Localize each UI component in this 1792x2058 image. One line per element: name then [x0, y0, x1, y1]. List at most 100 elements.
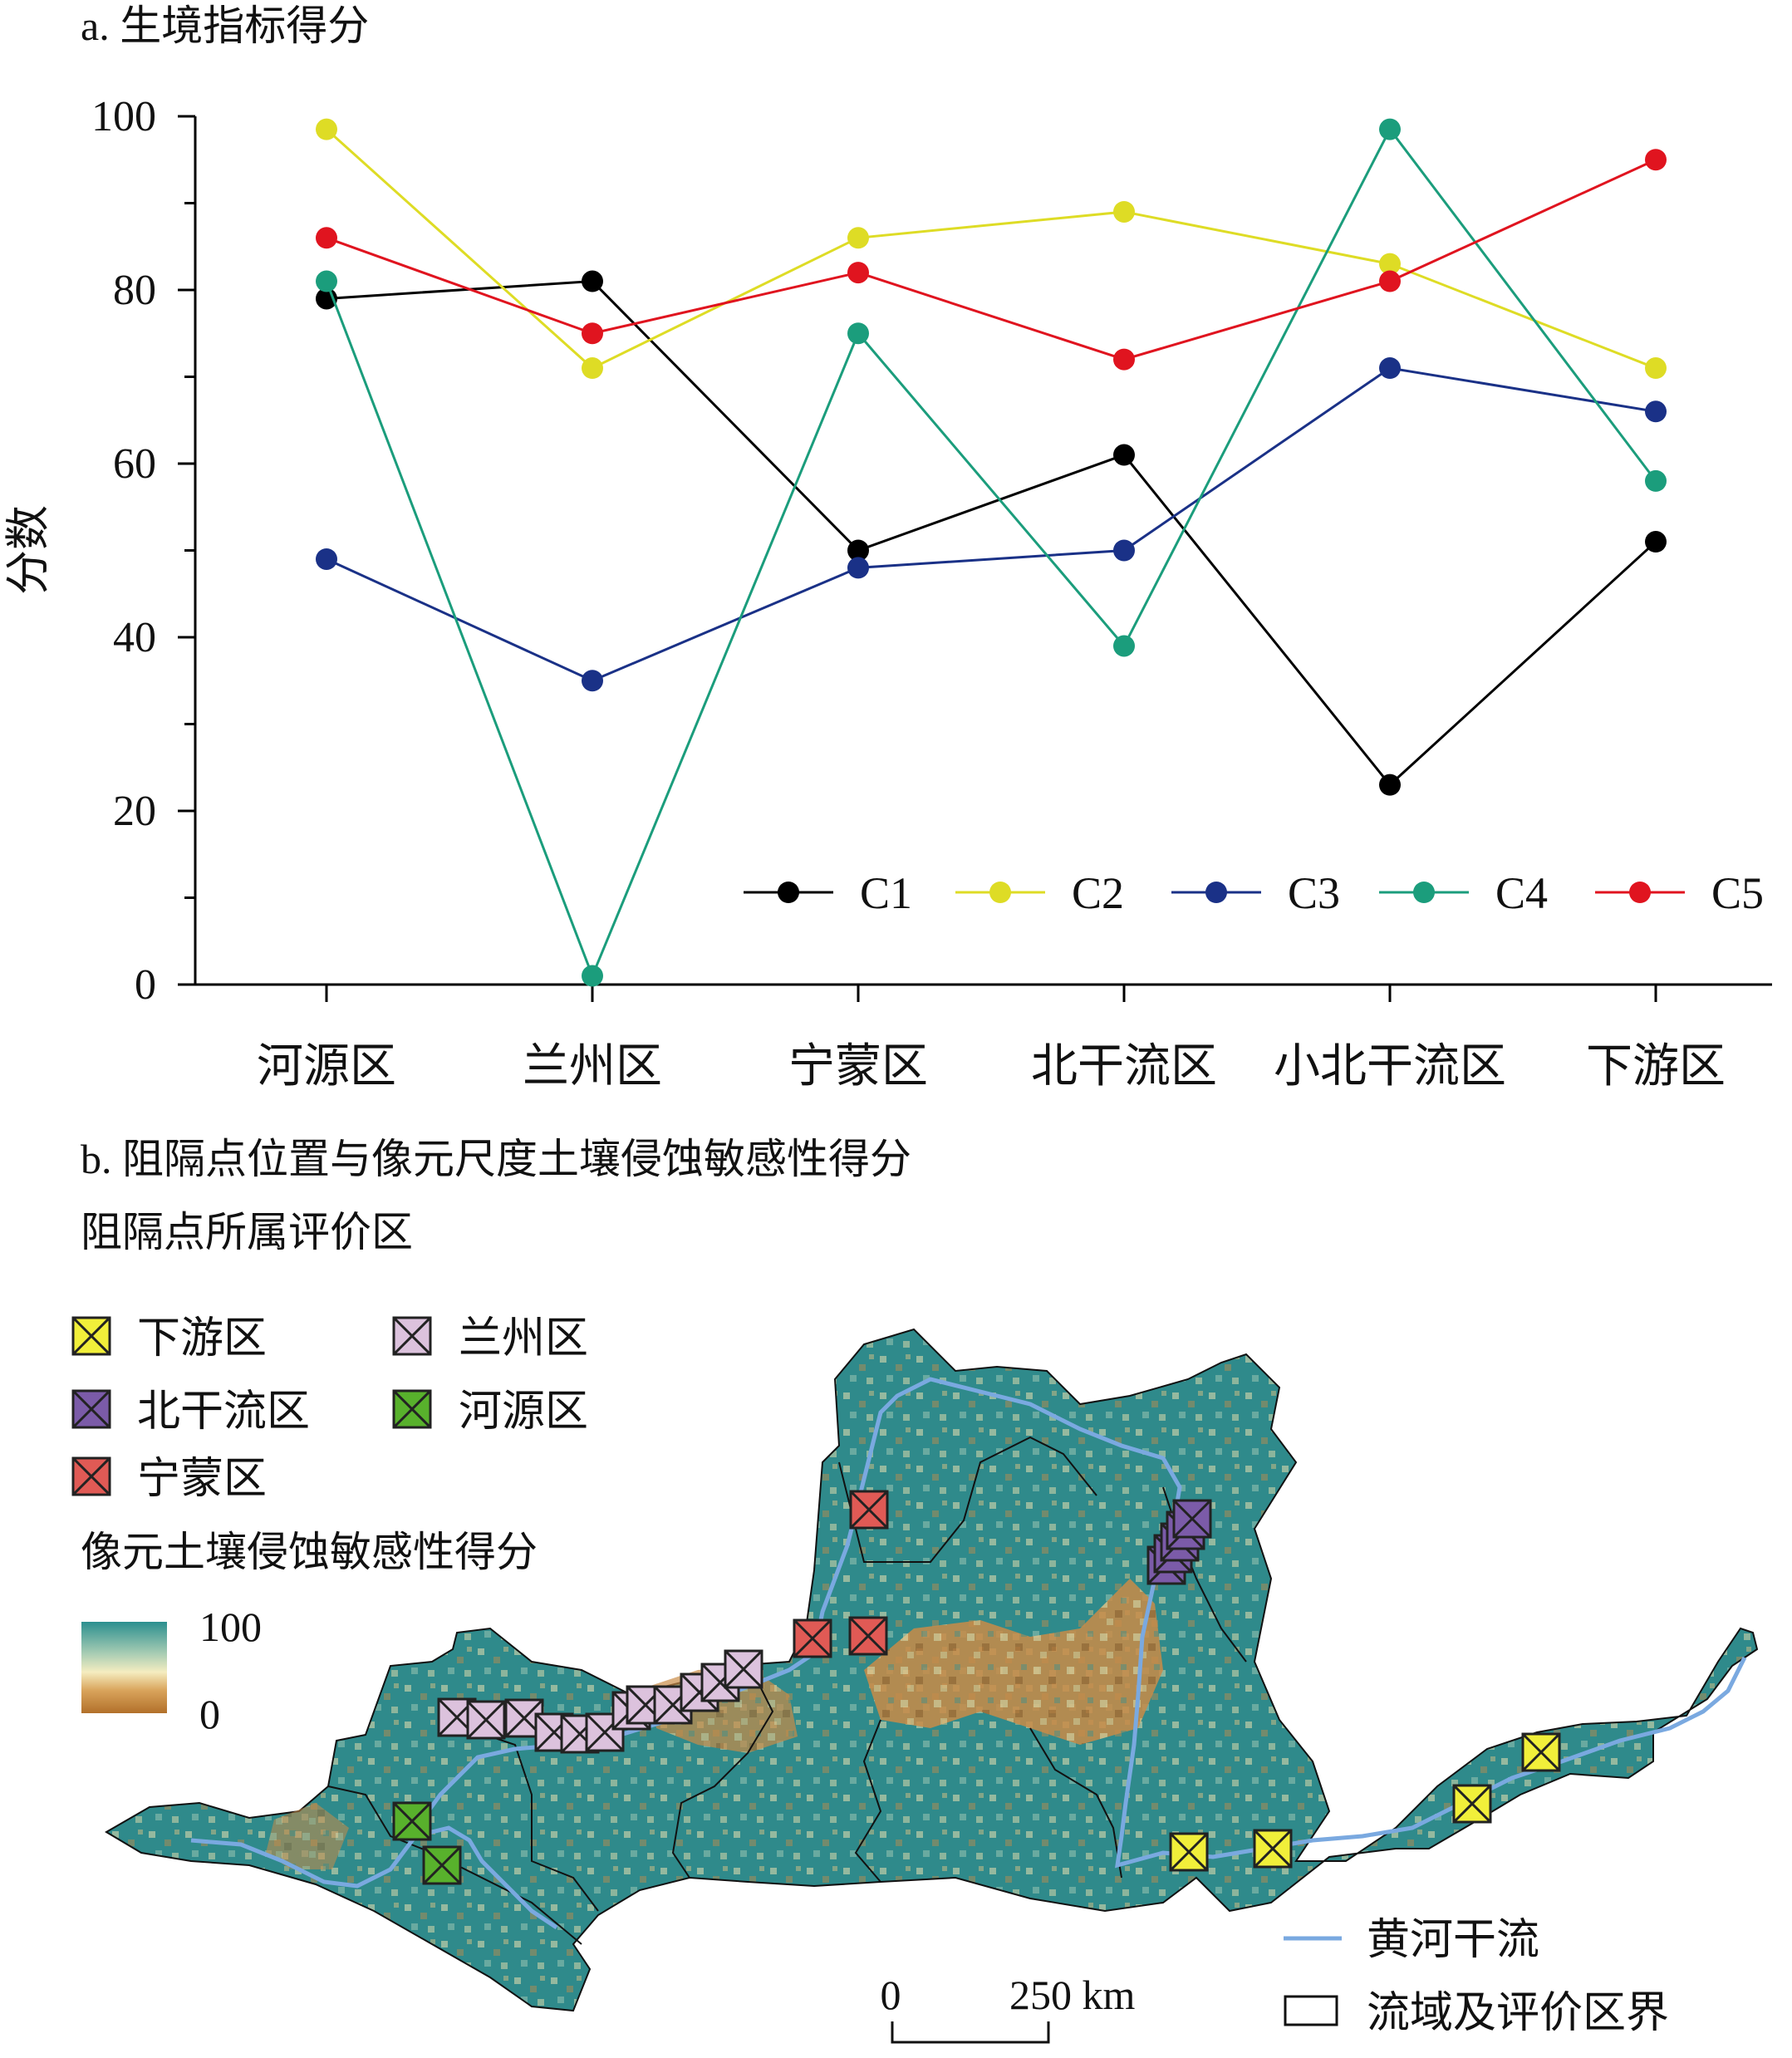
- legend-marker: [1205, 882, 1227, 903]
- series-line: [325, 128, 1657, 370]
- legend-marker: [1413, 882, 1435, 903]
- data-point: [1113, 348, 1135, 371]
- legend-label: 下游区: [137, 1315, 267, 1363]
- legend-label: 宁蒙区: [137, 1456, 267, 1503]
- legend-label: 河源区: [459, 1388, 588, 1436]
- series-line: [325, 126, 1657, 980]
- data-point: [1645, 531, 1667, 553]
- legend-marker: [778, 882, 799, 903]
- legend-label: 兰州区: [459, 1315, 588, 1363]
- map-legend: 黄河干流 流域及评价区界: [1284, 1917, 1669, 2037]
- barrier-point: [724, 1649, 763, 1689]
- barrier-point: [1521, 1732, 1561, 1772]
- legend-item-lanzhou: 兰州区: [392, 1315, 588, 1363]
- legend-item-source: 河源区: [392, 1388, 588, 1436]
- data-point: [582, 270, 603, 292]
- barrier-point: [1172, 1499, 1212, 1539]
- colorbar: [81, 1622, 167, 1713]
- data-point: [582, 322, 603, 345]
- series-c5: [316, 149, 1667, 371]
- barrier-point: [848, 1616, 888, 1656]
- data-point: [1379, 118, 1401, 140]
- legend-label: 北干流区: [137, 1388, 310, 1436]
- barrier-point: [466, 1700, 506, 1740]
- data-point: [1379, 253, 1401, 275]
- y-tick-label: 60: [113, 440, 156, 488]
- scale-bar-line: [891, 2021, 1050, 2044]
- boundary-legend-swatch: [1284, 1995, 1338, 2026]
- series-c2: [316, 118, 1667, 380]
- legend-item-c1: C1: [744, 868, 912, 918]
- x-tick-label: 下游区: [1586, 1041, 1726, 1093]
- legend-item-c2: C2: [955, 868, 1124, 918]
- barrier-points-north-trunk: [1146, 1499, 1212, 1585]
- data-point: [582, 357, 603, 380]
- data-point: [316, 118, 337, 140]
- y-tick-group: 0 20 40 60 80 100: [91, 93, 195, 1009]
- series-line: [326, 280, 1657, 787]
- legend-marker: [989, 882, 1011, 903]
- data-point: [1113, 200, 1135, 223]
- river-legend-label: 黄河干流: [1367, 1917, 1539, 1964]
- legend-item-ningmeng: 宁蒙区: [71, 1456, 267, 1503]
- dry-source-area: [266, 1803, 349, 1869]
- y-tick-label: 20: [113, 788, 156, 835]
- data-point: [847, 262, 869, 284]
- panel-b-title: b. 阻隔点位置与像元尺度土壤侵蚀敏感性得分: [81, 1136, 911, 1182]
- data-point: [1645, 469, 1667, 492]
- data-point: [847, 539, 869, 562]
- barrier-point: [1452, 1784, 1492, 1824]
- barrier-point: [1253, 1829, 1293, 1869]
- line-chart-panel: a. 生境指标得分 0 20 40 60 80 100 河源区 兰州区 宁蒙区 北干流区 小北干流…: [3, 2, 1772, 1093]
- data-point: [582, 965, 603, 987]
- data-point: [1379, 774, 1401, 796]
- series-c4: [316, 118, 1667, 987]
- data-point: [316, 270, 337, 292]
- legend-marker: [1629, 882, 1651, 903]
- legend-item-north-trunk: 北干流区: [71, 1388, 310, 1436]
- legend-item-c3: C3: [1171, 868, 1340, 918]
- data-point: [1379, 357, 1401, 380]
- series-c3: [316, 357, 1667, 692]
- chart-legend: C1 C2 C3 C4 C5: [744, 868, 1764, 918]
- basin-map: [105, 1328, 1759, 2012]
- data-point: [582, 670, 603, 692]
- y-tick-label: 40: [113, 614, 156, 661]
- boundary-legend-label: 流域及评价区界: [1367, 1990, 1669, 2037]
- x-tick-label: 小北干流区: [1274, 1041, 1506, 1093]
- barrier-points-ningmeng: [793, 1490, 889, 1658]
- dry-loess-area: [864, 1579, 1163, 1745]
- legend-label: C3: [1288, 868, 1340, 918]
- legend-item-c4: C4: [1379, 868, 1548, 918]
- map-panel: b. 阻隔点位置与像元尺度土壤侵蚀敏感性得分 阻隔点所属评价区 下游区 兰州区 …: [71, 1136, 1759, 2044]
- colorbar-title: 像元土壤侵蚀敏感性得分: [81, 1529, 538, 1575]
- legend-label: C1: [860, 868, 912, 918]
- data-point: [1113, 539, 1135, 562]
- barrier-point: [392, 1801, 432, 1841]
- barrier-points-source: [392, 1801, 462, 1885]
- y-axis-label: 分数: [3, 505, 53, 595]
- x-tick-label: 北干流区: [1031, 1041, 1217, 1093]
- barrier-legend: 下游区 兰州区 北干流区 河源区 宁蒙区: [71, 1315, 588, 1503]
- data-point: [1645, 149, 1667, 171]
- scale-bar: 0 250 km: [881, 1972, 1136, 2044]
- scale-distance-label: 250 km: [1009, 1972, 1136, 2018]
- legend-label: C4: [1495, 868, 1548, 918]
- data-point: [1645, 357, 1667, 380]
- x-tick-group: 河源区 兰州区 宁蒙区 北干流区 小北干流区 下游区: [257, 985, 1726, 1093]
- barrier-point: [422, 1845, 462, 1885]
- data-point: [316, 548, 337, 570]
- legend-item-c5: C5: [1595, 868, 1764, 918]
- barrier-legend-title: 阻隔点所属评价区: [81, 1209, 413, 1255]
- data-point: [847, 557, 869, 579]
- chart-axes: [194, 116, 1772, 986]
- data-point: [1379, 270, 1401, 292]
- data-point: [1645, 400, 1667, 423]
- colorbar-max-label: 100: [199, 1604, 262, 1650]
- series-line: [326, 158, 1657, 361]
- data-point: [316, 227, 337, 249]
- scale-zero-label: 0: [881, 1972, 901, 2018]
- legend-label: C2: [1072, 868, 1124, 918]
- y-tick-label: 100: [91, 93, 156, 140]
- colorbar-min-label: 0: [199, 1691, 220, 1737]
